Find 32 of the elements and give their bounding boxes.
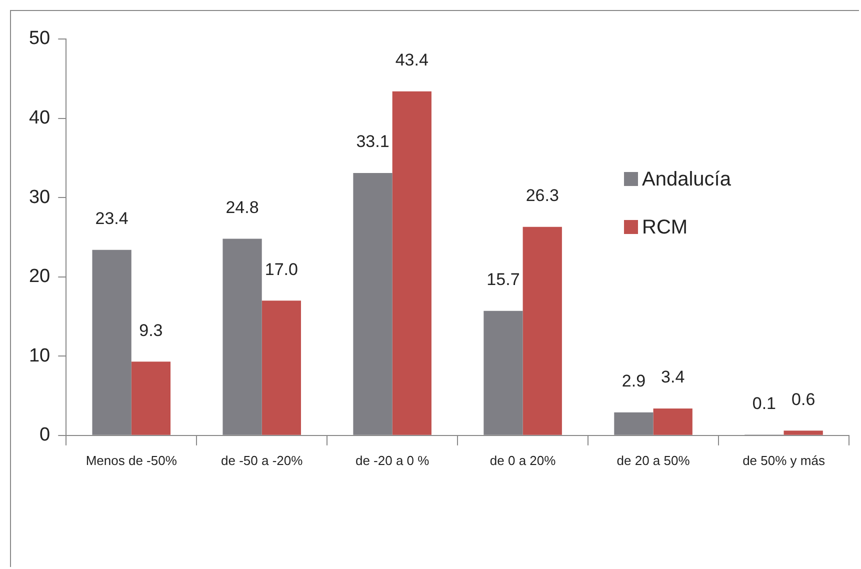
bar	[392, 91, 432, 435]
data-label: 2.9	[622, 372, 646, 391]
y-tick-label: 10	[28, 345, 50, 366]
y-tick-label: 30	[28, 186, 50, 208]
data-label: 0.6	[792, 390, 816, 409]
x-tick-label: Menos de -50%	[86, 452, 178, 468]
legend-label: Andalucía	[642, 168, 732, 191]
data-label: 17.0	[264, 260, 298, 279]
data-label: 23.4	[95, 209, 128, 228]
data-label: 3.4	[661, 368, 685, 387]
data-label: 15.7	[486, 270, 520, 290]
bar	[653, 408, 692, 435]
y-tick-label: 0	[40, 424, 50, 446]
x-tick-label: de -50 a -20%	[221, 452, 304, 468]
x-tick-label: de -20 a 0 %	[355, 452, 430, 468]
x-tick-label: de 20 a 50%	[616, 452, 690, 468]
data-label: 43.4	[395, 50, 428, 70]
bar	[262, 300, 301, 435]
data-label: 24.8	[226, 198, 259, 217]
x-tick-label: de 50% y más	[742, 452, 826, 468]
y-tick-label: 40	[28, 108, 50, 129]
x-tick-label: de 0 a 20%	[490, 452, 556, 468]
bar	[784, 430, 823, 435]
data-label: 33.1	[356, 132, 390, 152]
data-label: 0.1	[752, 394, 776, 413]
legend-label: RCM	[642, 216, 688, 239]
y-tick-label: 20	[28, 266, 50, 288]
bar	[131, 362, 171, 435]
y-tick-label: 50	[28, 28, 50, 50]
data-label: 26.3	[526, 186, 559, 206]
data-label: 9.3	[139, 320, 163, 340]
bar	[522, 226, 562, 435]
